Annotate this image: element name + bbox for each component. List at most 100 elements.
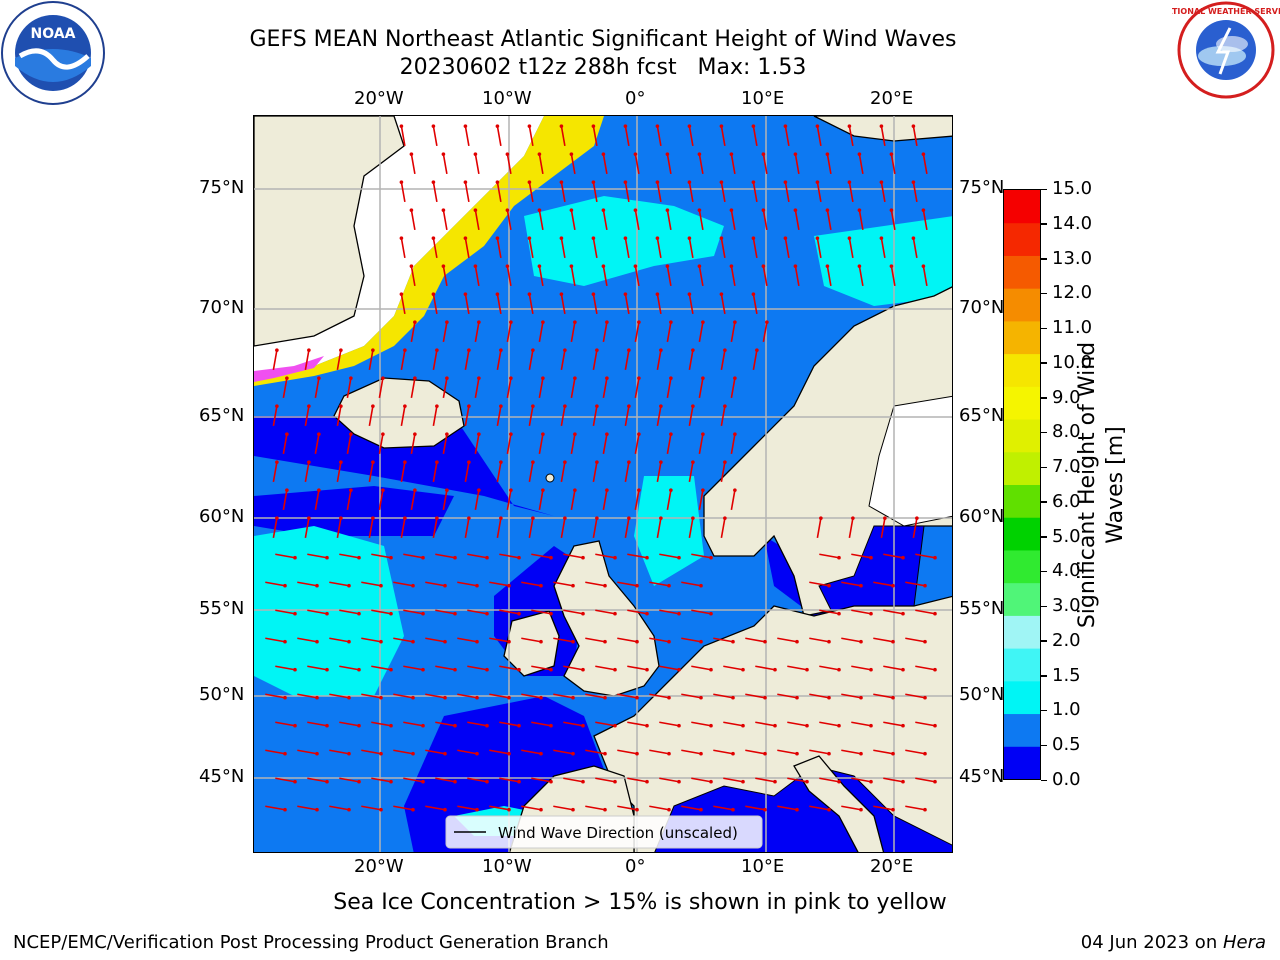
wind-arrow-head xyxy=(541,376,545,380)
colorbar-tick-label: 12.0 xyxy=(1052,282,1093,304)
colorbar-tick-mark xyxy=(1041,536,1047,538)
wind-arrow-head xyxy=(581,667,585,672)
wind-arrow xyxy=(336,518,342,538)
colorbar-tick-label: 2.0 xyxy=(1052,629,1081,651)
wind-arrow xyxy=(265,749,286,755)
wind-arrow-head xyxy=(477,432,481,436)
wind-arrow xyxy=(841,749,862,755)
wind-arrow xyxy=(585,805,606,811)
wind-arrow-head xyxy=(285,488,289,492)
bottom-lon-label: 10°W xyxy=(482,856,532,877)
wind-arrow-head xyxy=(847,124,852,128)
wind-arrow xyxy=(464,126,470,146)
wind-arrow xyxy=(730,266,736,286)
wind-arrow xyxy=(464,238,470,258)
wind-arrow xyxy=(563,665,584,671)
colorbar-tick-mark xyxy=(1041,292,1047,295)
colorbar-segment xyxy=(1004,582,1040,616)
wind-arrow-head xyxy=(701,432,705,436)
wind-arrow xyxy=(538,378,544,398)
wind-arrow-head xyxy=(859,583,863,588)
wind-arrow-head xyxy=(283,695,287,700)
colorbar-segment xyxy=(1004,255,1040,289)
wind-arrow xyxy=(659,553,680,559)
wind-arrow-head xyxy=(445,488,449,492)
wind-arrow xyxy=(432,294,438,314)
wind-arrow xyxy=(809,637,830,643)
wind-arrow-head xyxy=(827,695,831,700)
wind-arrow-head xyxy=(857,152,862,156)
wind-arrow-head xyxy=(435,348,439,352)
wind-arrow xyxy=(787,721,808,727)
wind-arrow-head xyxy=(633,152,638,156)
wind-arrow-head xyxy=(475,583,479,588)
colorbar-tick-label: 0.5 xyxy=(1052,734,1081,756)
wind-arrow xyxy=(624,182,630,202)
wind-arrow-head xyxy=(603,807,607,812)
wind-arrow xyxy=(890,154,896,174)
sea-mid-zone xyxy=(634,476,704,586)
wind-arrow-head xyxy=(697,264,702,268)
wind-arrow xyxy=(745,805,766,811)
wind-arrow-head xyxy=(445,432,449,436)
wind-arrow-head xyxy=(729,264,734,268)
wind-arrow xyxy=(425,805,446,811)
colorbar-tick-mark xyxy=(1041,188,1047,190)
wind-arrow-head xyxy=(349,432,353,436)
colorbar-tick-label: 10.0 xyxy=(1052,351,1093,373)
wind-arrow-head xyxy=(517,611,521,616)
wind-arrow-head xyxy=(275,404,279,408)
wind-arrow-head xyxy=(431,236,436,240)
wind-arrow xyxy=(585,749,606,755)
wind-arrow-head xyxy=(655,180,660,184)
wind-arrow-head xyxy=(453,555,457,560)
wind-arrow-head xyxy=(891,639,895,644)
wind-arrow xyxy=(698,378,704,398)
wind-arrow-head xyxy=(411,583,415,588)
wind-arrow-head xyxy=(563,460,567,464)
wind-arrow-head xyxy=(741,723,745,728)
wind-arrow-head xyxy=(581,611,585,616)
wind-arrow xyxy=(442,378,448,398)
wind-arrow xyxy=(915,553,936,559)
wind-arrow-head xyxy=(357,667,361,672)
wind-arrow-head xyxy=(669,488,673,492)
wind-arrow xyxy=(489,637,510,643)
wind-arrow-head xyxy=(421,667,425,672)
wind-arrow xyxy=(777,693,798,699)
wind-arrow-head xyxy=(933,723,937,728)
wind-arrow-head xyxy=(731,807,735,812)
wind-arrow xyxy=(467,553,488,559)
wind-arrow xyxy=(521,805,542,811)
wind-arrow-head xyxy=(723,516,727,520)
wind-arrow-head xyxy=(933,611,937,616)
wind-arrow xyxy=(848,238,854,258)
wind-arrow xyxy=(464,518,470,538)
wind-arrow xyxy=(410,266,416,286)
wind-arrow xyxy=(666,154,672,174)
wind-arrow-head xyxy=(527,236,532,240)
wind-arrow xyxy=(585,693,606,699)
wind-arrow xyxy=(457,581,478,587)
wind-arrow-head xyxy=(453,779,457,784)
wind-arrow-head xyxy=(453,611,457,616)
wind-arrow xyxy=(595,665,616,671)
wind-arrow-head xyxy=(613,667,617,672)
wind-arrow xyxy=(371,721,392,727)
wind-arrow-head xyxy=(933,667,937,672)
wind-arrow-head xyxy=(723,404,727,408)
bottom-lon-label: 20°W xyxy=(354,856,404,877)
wind-arrow xyxy=(265,581,286,587)
wind-arrow xyxy=(378,490,384,510)
wind-arrow xyxy=(361,805,382,811)
wind-arrow xyxy=(666,378,672,398)
wind-arrow-head xyxy=(603,639,607,644)
wind-arrow xyxy=(922,210,928,230)
wind-arrows xyxy=(265,124,937,812)
wind-arrow xyxy=(688,182,694,202)
wind-arrow-head xyxy=(389,611,393,616)
colorbar-tick-label: 0.0 xyxy=(1052,769,1081,790)
wind-arrow-head xyxy=(499,348,503,352)
wind-arrow xyxy=(272,350,278,370)
wind-arrow-head xyxy=(435,516,439,520)
